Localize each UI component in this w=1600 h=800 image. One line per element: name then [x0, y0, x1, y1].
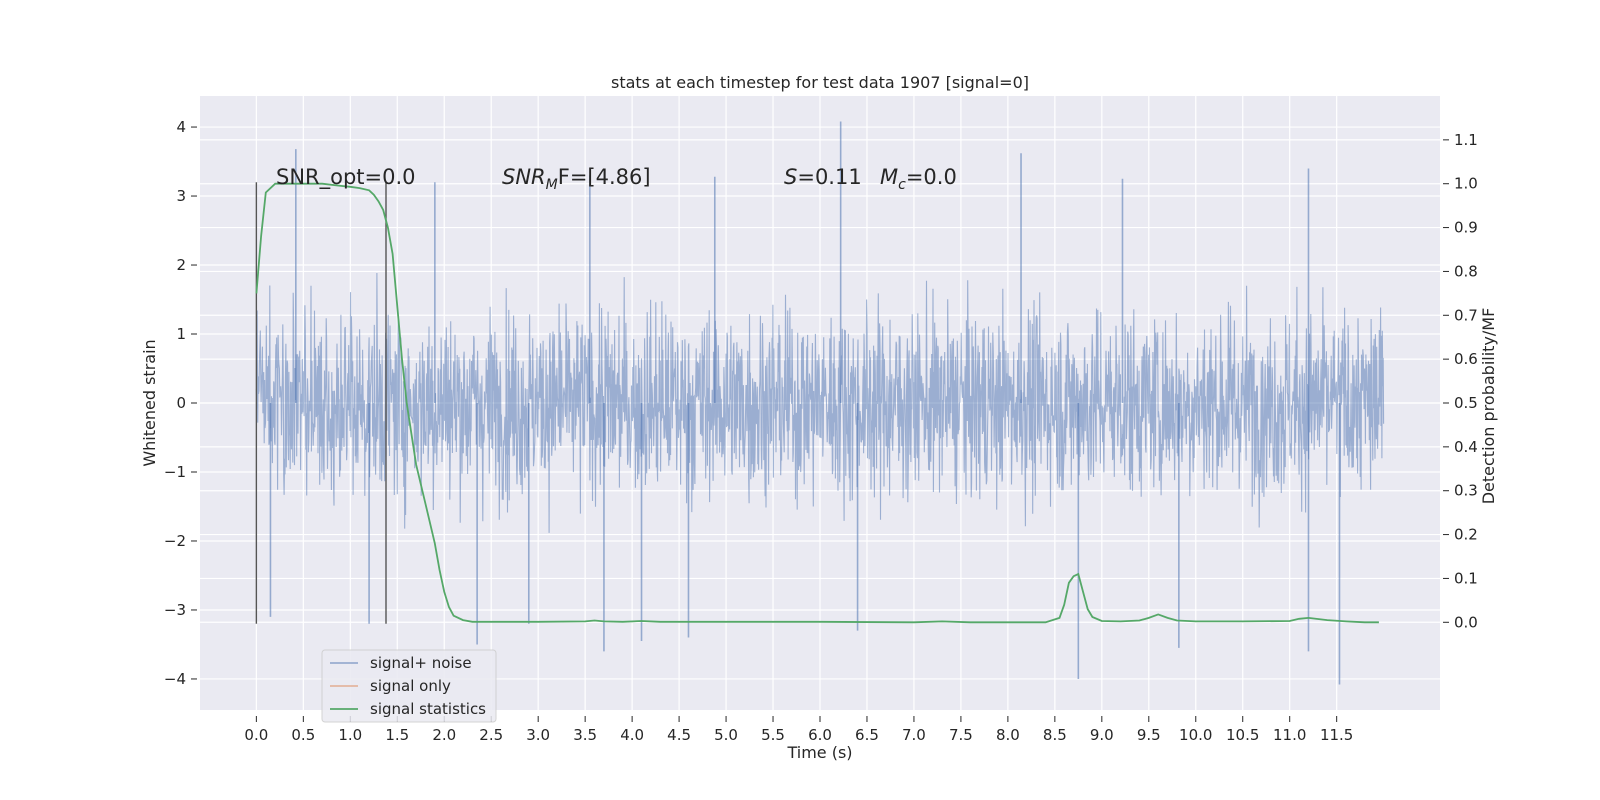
- annotation-snr-mf: SNRMF=[4.86]: [502, 165, 651, 193]
- x-tick-label: 11.5: [1320, 726, 1353, 744]
- x-tick-label: 4.5: [667, 726, 691, 744]
- snr-mf-base: SNR: [502, 165, 546, 189]
- y-axis-label: Whitened strain: [140, 339, 159, 466]
- x-tick-label: 3.5: [573, 726, 597, 744]
- x-tick-label: 8.0: [996, 726, 1020, 744]
- y2-tick-label: 0.6: [1454, 350, 1478, 368]
- legend-label-signal-only: signal only: [370, 677, 451, 695]
- y2-tick-label: 1.0: [1454, 175, 1478, 193]
- y-tick-label: −3: [164, 601, 186, 619]
- annotation-s: S=0.11: [784, 165, 862, 189]
- y2-axis-label: Detection probability/MF: [1479, 308, 1498, 505]
- x-tick-label: 6.0: [808, 726, 832, 744]
- x-tick-label: 3.0: [526, 726, 550, 744]
- x-tick-label: 2.0: [432, 726, 456, 744]
- y-tick-label: 4: [176, 118, 186, 136]
- y2-tick-label: 0.2: [1454, 526, 1478, 544]
- x-tick-label: 7.0: [902, 726, 926, 744]
- y-tick-label: −1: [164, 463, 186, 481]
- y-tick-label: −4: [164, 670, 186, 688]
- x-tick-label: 9.5: [1137, 726, 1161, 744]
- y2-tick-label: 0.7: [1454, 306, 1478, 324]
- snr-mf-sub: M: [546, 177, 558, 193]
- s-symbol: S: [784, 165, 797, 189]
- noise-series: [255, 121, 1385, 685]
- mc-value: =0.0: [906, 165, 957, 189]
- y2-tick-label: 0.1: [1454, 569, 1478, 587]
- x-tick-label: 7.5: [949, 726, 973, 744]
- y-ticks: −4 −3 −2 −1 0 1 2 3 4: [164, 118, 197, 688]
- x-axis-label: Time (s): [786, 743, 852, 762]
- x-tick-label: 5.0: [714, 726, 738, 744]
- x-ticks: 0.0 0.5 1.0 1.5 2.0 2.5 3.0 3.5 4.0 4.5 5.0 5.5 6.0 6…: [244, 716, 1353, 744]
- x-tick-label: 9.0: [1090, 726, 1114, 744]
- s-value: =0.11: [797, 165, 861, 189]
- x-tick-label: 11.0: [1273, 726, 1306, 744]
- x-tick-label: 6.5: [855, 726, 879, 744]
- y2-tick-label: 1.1: [1454, 131, 1478, 149]
- y-tick-label: 1: [176, 325, 186, 343]
- chart-title: stats at each timestep for test data 190…: [611, 73, 1029, 92]
- x-tick-label: 10.0: [1179, 726, 1212, 744]
- legend: signal+ noise signal only signal statist…: [321, 649, 497, 723]
- y-tick-label: −2: [164, 532, 186, 550]
- y2-tick-label: 0.4: [1454, 438, 1478, 456]
- y2-tick-label: 0.3: [1454, 482, 1478, 500]
- x-tick-label: 2.5: [479, 726, 503, 744]
- annotation-mc: Mc=0.0: [880, 165, 957, 193]
- annotation-snr-opt: SNR_opt=0.0: [276, 165, 416, 190]
- x-tick-label: 4.0: [620, 726, 644, 744]
- signal-statistics-line: [255, 182, 1379, 624]
- x-tick-label: 10.5: [1226, 726, 1259, 744]
- vertical-markers: [255, 182, 387, 624]
- mc-sub: c: [898, 177, 906, 193]
- snr-mf-rest: F=[4.86]: [558, 165, 651, 189]
- x-tick-label: 1.5: [385, 726, 409, 744]
- legend-label-noise: signal+ noise: [370, 654, 472, 672]
- y2-tick-label: 0.5: [1454, 394, 1478, 412]
- legend-label-statistics: signal statistics: [370, 700, 486, 718]
- y-tick-label: 0: [176, 394, 186, 412]
- mc-base: M: [880, 165, 898, 189]
- x-tick-label: 0.0: [244, 726, 268, 744]
- x-tick-label: 8.5: [1043, 726, 1067, 744]
- y-tick-label: 2: [176, 256, 186, 274]
- y2-ticks: 0.0 0.1 0.2 0.3 0.4 0.5 0.6 0.7 0.8 0.9 1.0 1.1: [1443, 131, 1478, 631]
- x-tick-label: 0.5: [291, 726, 315, 744]
- y2-tick-label: 0.8: [1454, 262, 1478, 280]
- x-tick-label: 5.5: [761, 726, 785, 744]
- x-tick-label: 1.0: [338, 726, 362, 744]
- y-tick-label: 3: [176, 187, 186, 205]
- y2-tick-label: 0.0: [1454, 613, 1478, 631]
- y2-tick-label: 0.9: [1454, 219, 1478, 237]
- noise-trace: [255, 272, 1385, 533]
